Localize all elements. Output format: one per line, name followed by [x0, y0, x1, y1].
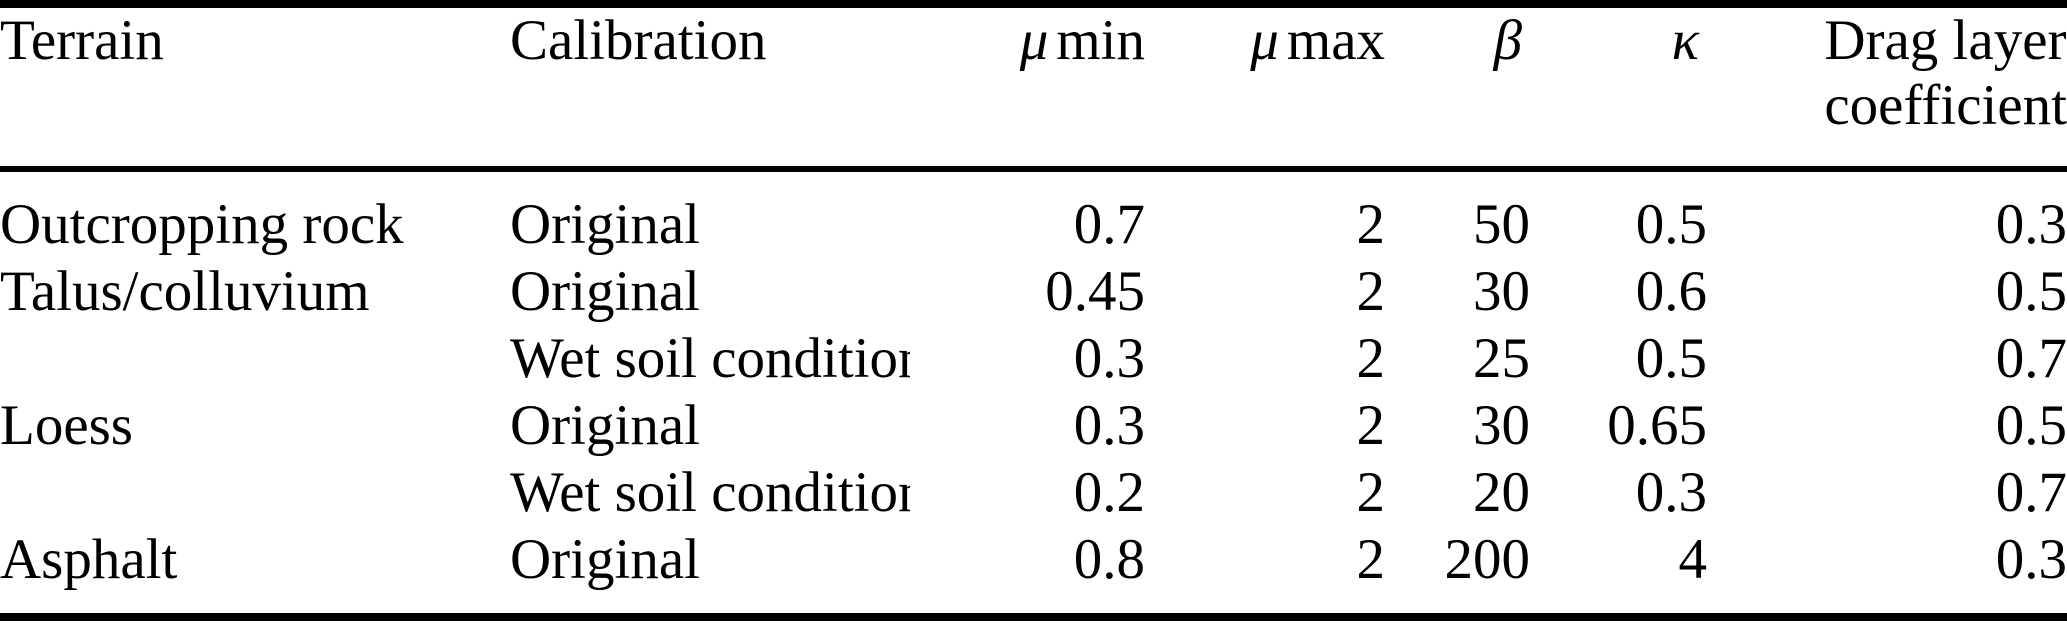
header-kappa: κ — [1530, 4, 1707, 172]
header-drag-line1: Drag layer — [1824, 9, 2067, 72]
calibration-cell: Original — [510, 528, 700, 591]
mu-symbol: μ — [1250, 9, 1279, 72]
calibration-cell: Original — [510, 193, 700, 256]
calibration-cell: Wet soil conditions — [510, 461, 910, 524]
table-body: Outcropping rock Original 0.7 2 50 0.5 0… — [0, 169, 2067, 617]
beta-cell: 200 — [1444, 528, 1531, 591]
table-row: Wet soil conditions 0.2 2 20 0.3 0.7 — [0, 459, 2067, 526]
mu-min-cell: 0.2 — [1073, 461, 1145, 524]
header-drag-line2: coefficient — [1824, 74, 2067, 137]
header-drag-coefficient-lines: Drag layer coefficient — [1824, 8, 2067, 138]
header-calibration: Calibration — [510, 4, 910, 172]
drag-cell: 0.7 — [1995, 461, 2067, 524]
header-beta: β — [1385, 4, 1530, 172]
kappa-cell: 0.5 — [1635, 193, 1707, 256]
beta-cell: 50 — [1473, 193, 1530, 256]
beta-cell: 20 — [1473, 461, 1530, 524]
calibration-cell: Original — [510, 394, 700, 457]
terrain-cell: Loess — [0, 394, 133, 457]
header-terrain-label: Terrain — [0, 9, 164, 72]
drag-cell: 0.5 — [1995, 260, 2067, 323]
header-mu-min: μ min — [910, 4, 1145, 172]
table-header: Terrain Calibration μ min μ max β κ — [0, 4, 2067, 172]
kappa-symbol: κ — [1671, 9, 1700, 72]
mu-min-cell: 0.3 — [1073, 327, 1145, 390]
table-row: Wet soil conditions 0.3 2 25 0.5 0.7 — [0, 325, 2067, 392]
beta-cell: 25 — [1473, 327, 1530, 390]
mu-symbol: μ — [1019, 9, 1049, 72]
header-mu-max-label: max — [1286, 9, 1385, 72]
table-row: Loess Original 0.3 2 30 0.65 0.5 — [0, 392, 2067, 459]
terrain-cell: Outcropping rock — [0, 193, 404, 256]
beta-cell: 30 — [1473, 394, 1530, 457]
mu-min-cell: 0.7 — [1073, 193, 1145, 256]
kappa-cell: 0.65 — [1607, 394, 1707, 457]
header-mu-max: μ max — [1145, 4, 1385, 172]
mu-min-cell: 0.3 — [1073, 394, 1145, 457]
table-row: Asphalt Original 0.8 2 200 4 0.3 — [0, 526, 2067, 617]
header-row: Terrain Calibration μ min μ max β κ — [0, 4, 2067, 172]
beta-cell: 30 — [1473, 260, 1530, 323]
kappa-cell: 0.5 — [1635, 327, 1707, 390]
table-row: Talus/colluvium Original 0.45 2 30 0.6 0… — [0, 258, 2067, 325]
terrain-cell: Asphalt — [0, 528, 178, 591]
beta-symbol: β — [1493, 9, 1523, 72]
terrain-cell — [0, 325, 510, 392]
drag-cell: 0.5 — [1995, 394, 2067, 457]
terrain-cell: Talus/colluvium — [0, 260, 370, 323]
table-row: Outcropping rock Original 0.7 2 50 0.5 0… — [0, 169, 2067, 258]
mu-max-cell: 2 — [1356, 461, 1386, 524]
calibration-cell: Wet soil conditions — [510, 327, 910, 390]
drag-cell: 0.3 — [1995, 528, 2067, 591]
mu-max-cell: 2 — [1356, 193, 1386, 256]
kappa-cell: 0.6 — [1635, 260, 1707, 323]
header-drag-coefficient: Drag layer coefficient — [1707, 4, 2067, 172]
kappa-cell: 4 — [1678, 528, 1708, 591]
calibration-cell: Original — [510, 260, 700, 323]
drag-cell: 0.3 — [1995, 193, 2067, 256]
mu-min-cell: 0.45 — [1045, 260, 1145, 323]
header-terrain: Terrain — [0, 4, 510, 172]
mu-max-cell: 2 — [1356, 260, 1386, 323]
drag-cell: 0.7 — [1995, 327, 2067, 390]
header-mu-min-label: min — [1056, 9, 1145, 72]
mu-min-cell: 0.8 — [1073, 528, 1145, 591]
mu-max-cell: 2 — [1356, 327, 1386, 390]
terrain-cell — [0, 459, 510, 526]
kappa-cell: 0.3 — [1635, 461, 1707, 524]
header-calibration-label: Calibration — [510, 9, 767, 72]
mu-max-cell: 2 — [1356, 394, 1386, 457]
mu-max-cell: 2 — [1356, 528, 1386, 591]
